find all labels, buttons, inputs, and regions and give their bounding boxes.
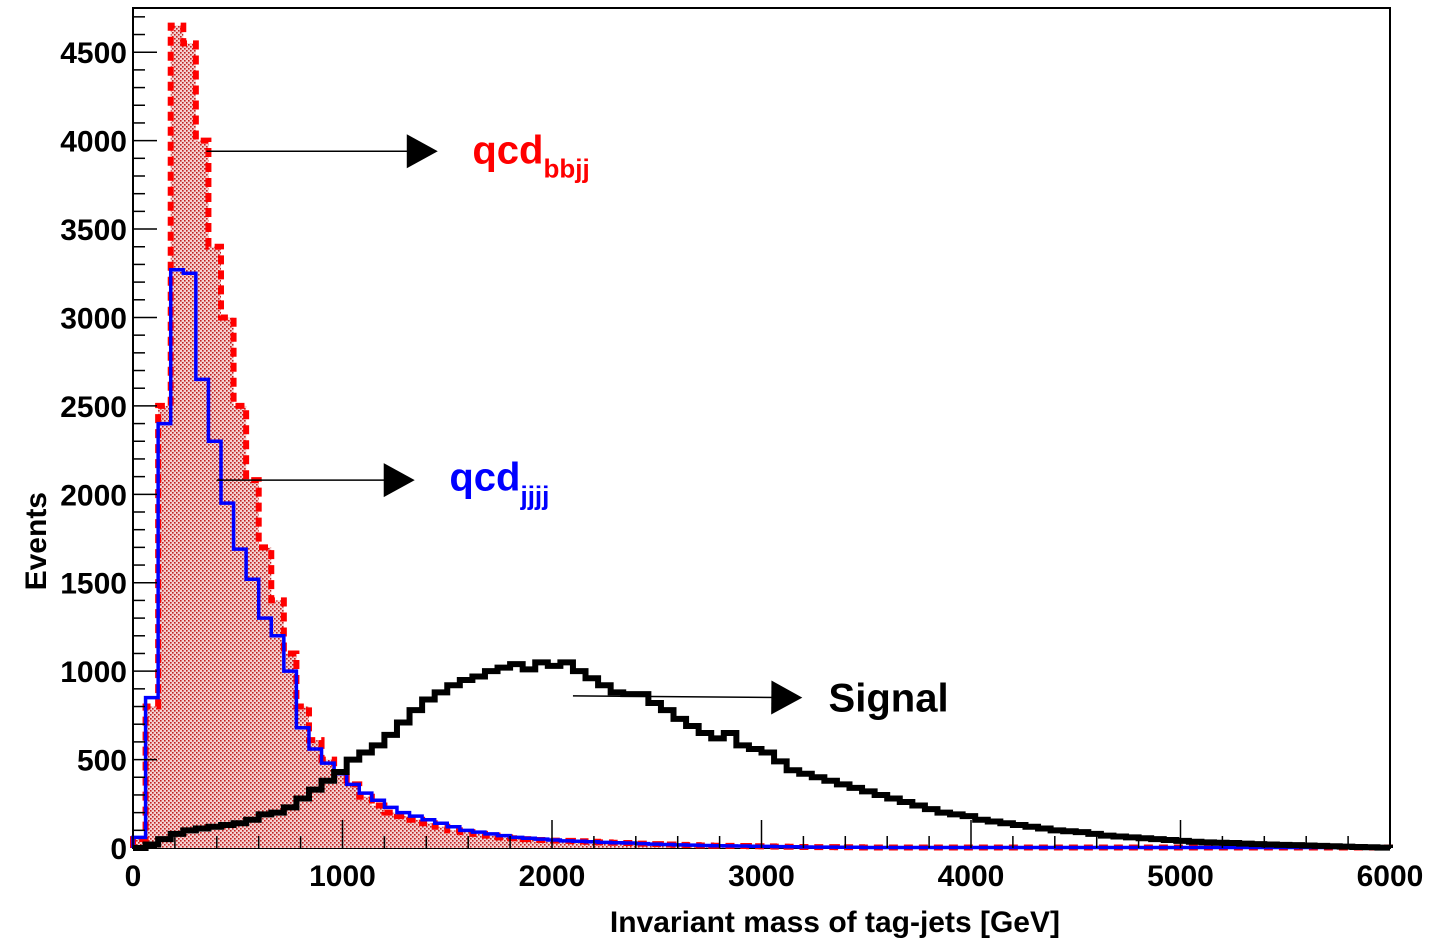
- y-tick-label: 4500: [60, 37, 127, 70]
- annotation-arrowhead-bbjj: [406, 134, 438, 169]
- x-tick-label: 2000: [519, 860, 586, 893]
- fill-layer: [133, 25, 1390, 849]
- series-bbjj-line: [130, 22, 1393, 851]
- plot-frame: [132, 7, 1391, 849]
- annotation-label-bbjj: qcdbbjj: [472, 128, 589, 183]
- series-signal-line: [133, 659, 1393, 851]
- annotation-arrowhead-jjjj: [383, 463, 415, 498]
- y-axis-label: Events: [20, 492, 53, 590]
- y-tick-label: 3500: [60, 214, 127, 247]
- annotation-label-jjjj: qcdjjjj: [449, 456, 549, 511]
- annotations-layer: qcdbbjj qcdjjjj Signal: [206, 128, 949, 721]
- annotation-label-signal: Signal: [829, 677, 949, 721]
- y-tick-label: 1000: [60, 656, 127, 689]
- y-tick-label: 2500: [60, 391, 127, 424]
- annotation-arrowhead-signal: [771, 680, 803, 715]
- series-jjjj-line: [131, 267, 1392, 850]
- x-tick-label: 5000: [1147, 860, 1214, 893]
- series-bbjj-fill: [133, 25, 1390, 849]
- x-tick-label: 0: [125, 860, 142, 893]
- y-tick-label: 500: [77, 745, 127, 778]
- x-tick-label: 3000: [728, 860, 795, 893]
- annotation-arrow-signal: [572, 695, 798, 699]
- y-tick-label: 0: [110, 833, 127, 866]
- series-layer: [130, 22, 1393, 851]
- y-tick-label: 3000: [60, 302, 127, 335]
- x-tick-label: 6000: [1357, 860, 1424, 893]
- x-axis-label: Invariant mass of tag-jets [GeV]: [610, 906, 1060, 939]
- ticks-layer: 0 1000 2000 3000 4000 5000 6000 0 500 1000 1500 200…: [60, 16, 1424, 893]
- x-tick-label: 4000: [938, 860, 1005, 893]
- x-tick-label: 1000: [309, 860, 376, 893]
- y-tick-label: 2000: [60, 479, 127, 512]
- y-tick-label: 1500: [60, 568, 127, 601]
- y-tick-label: 4000: [60, 126, 127, 159]
